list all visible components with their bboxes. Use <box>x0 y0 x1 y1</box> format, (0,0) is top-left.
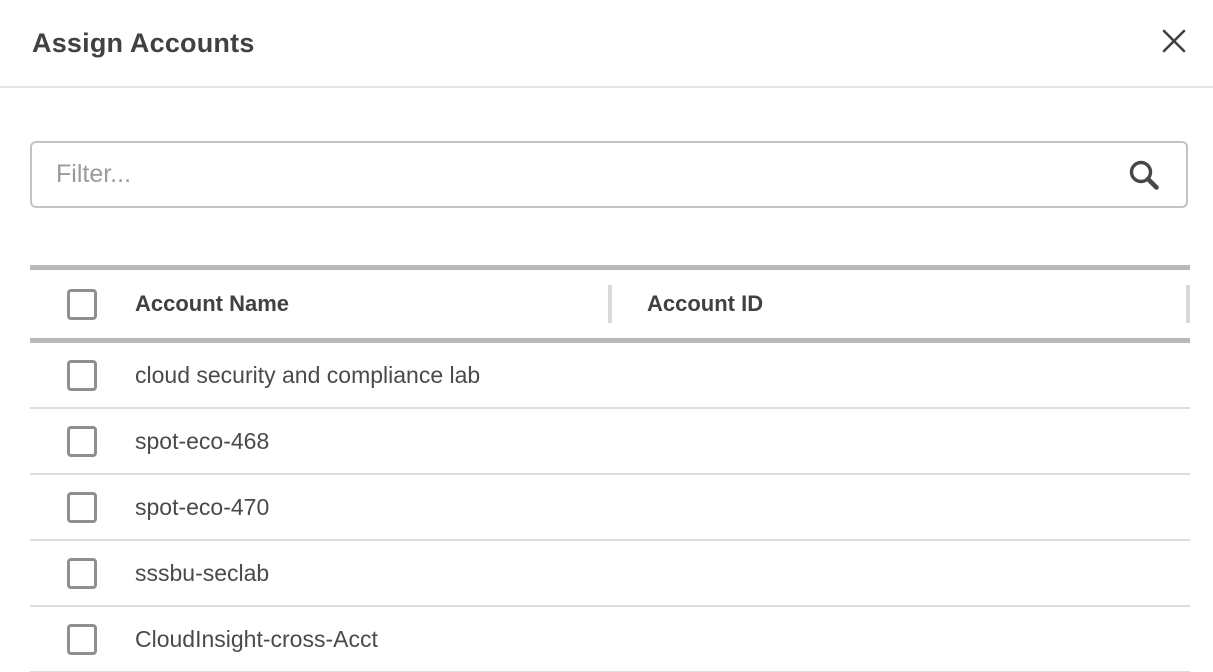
modal-header: Assign Accounts <box>0 0 1213 88</box>
table-row[interactable]: sssbu-seclab <box>30 541 1190 607</box>
table-header-row: Account Name Account ID <box>30 265 1190 343</box>
account-name-cell: spot-eco-468 <box>135 427 270 454</box>
account-name-cell: spot-eco-470 <box>135 493 270 520</box>
page-title: Assign Accounts <box>32 27 255 58</box>
table-row[interactable]: spot-eco-468 <box>30 409 1190 475</box>
row-checkbox[interactable] <box>67 359 97 391</box>
table-body: cloud security and compliance lab spot-e… <box>30 343 1190 672</box>
account-name-cell: sssbu-seclab <box>135 559 270 586</box>
table-row[interactable]: cloud security and compliance lab <box>30 343 1190 409</box>
row-checkbox[interactable] <box>67 425 97 457</box>
row-checkbox[interactable] <box>67 623 97 655</box>
close-button[interactable] <box>1157 24 1191 58</box>
search-button[interactable] <box>1126 157 1162 193</box>
table-row[interactable]: spot-eco-470 <box>30 475 1190 541</box>
filter-container <box>30 141 1188 208</box>
select-all-checkbox[interactable] <box>67 288 97 320</box>
filter-input[interactable] <box>30 141 1188 208</box>
row-checkbox[interactable] <box>67 557 97 589</box>
account-name-cell: cloud security and compliance lab <box>135 361 481 388</box>
row-checkbox[interactable] <box>67 491 97 523</box>
account-name-cell: CloudInsight-cross-Acct <box>135 625 378 652</box>
table-row[interactable]: CloudInsight-cross-Acct <box>30 607 1190 672</box>
column-header-account-id[interactable]: Account ID <box>647 291 764 316</box>
column-separator[interactable] <box>1186 285 1190 323</box>
close-icon <box>1162 29 1186 53</box>
accounts-table: Account Name Account ID cloud security a… <box>30 265 1190 672</box>
column-separator[interactable] <box>608 285 612 323</box>
search-icon <box>1129 160 1159 190</box>
column-header-account-name[interactable]: Account Name <box>135 291 290 316</box>
